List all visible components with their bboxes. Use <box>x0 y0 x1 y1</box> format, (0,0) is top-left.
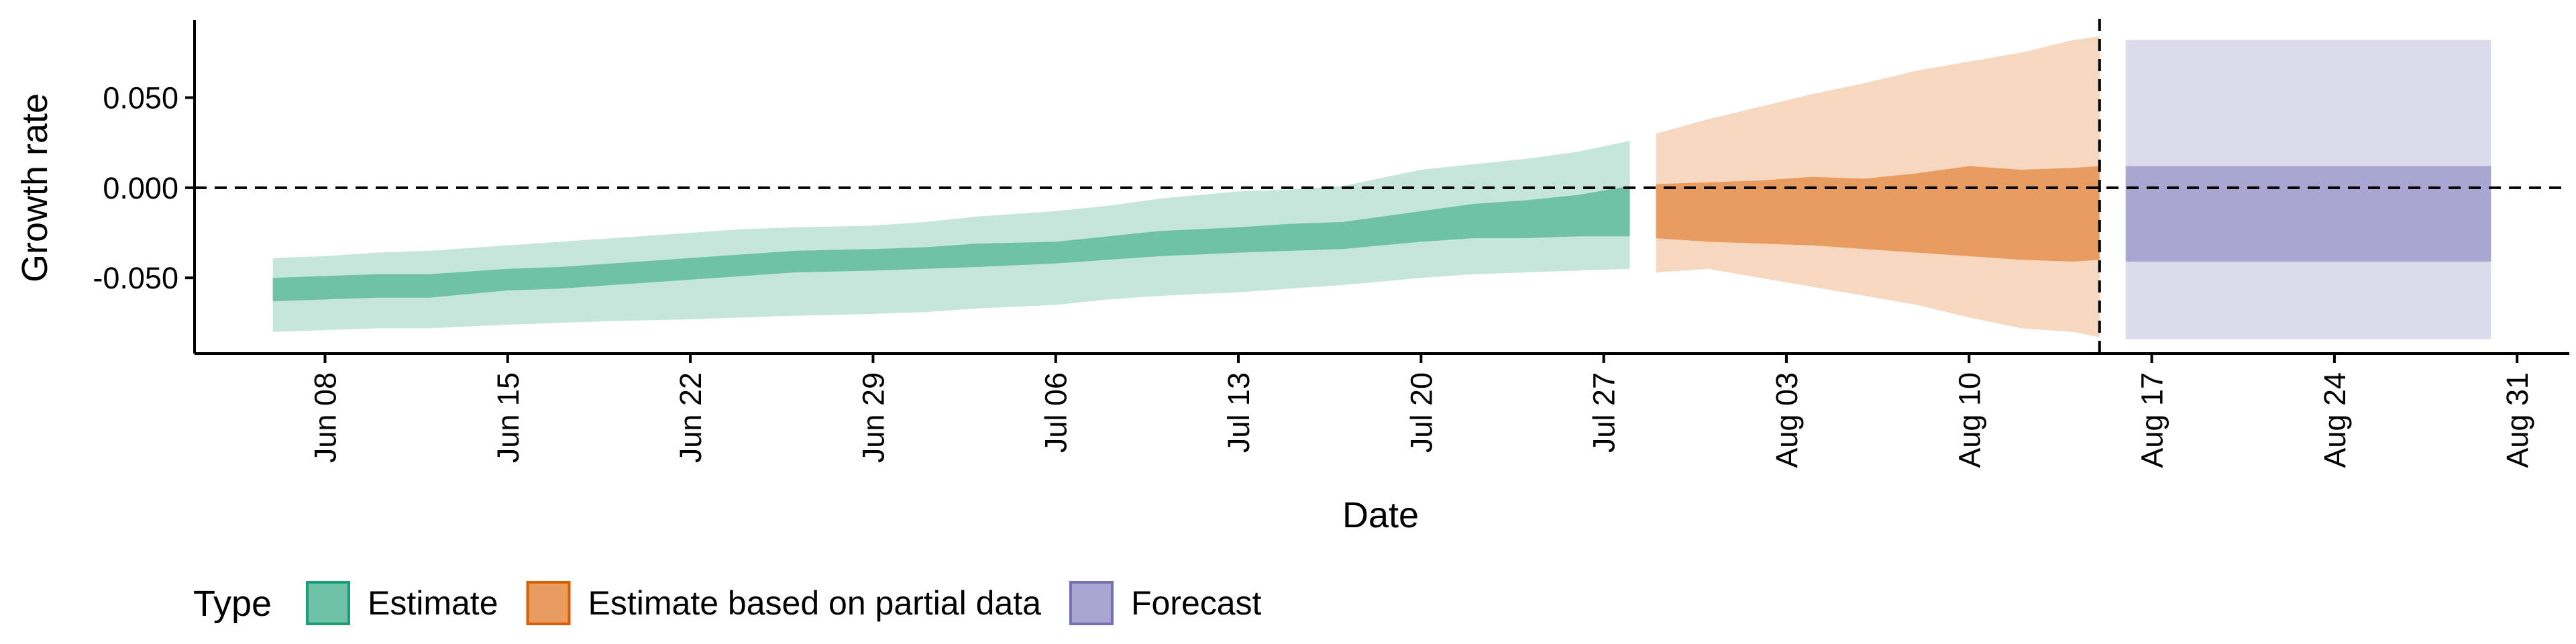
legend-swatch-estimate-based-on-partial-data <box>526 581 571 625</box>
x-tick-label: Aug 31 <box>2500 372 2534 468</box>
x-axis-title: Date <box>1342 495 1419 535</box>
band-layer <box>272 36 2491 339</box>
x-tick-label: Jun 15 <box>491 372 525 463</box>
band-50-forecast <box>2125 166 2491 262</box>
x-tick-label: Jul 20 <box>1404 372 1438 453</box>
band-50-estimate <box>272 186 1630 302</box>
reference-line-layer <box>195 19 2569 354</box>
axes-layer: 0.050 0.000 -0.050 Jun 08 Jun 15 Jun 22 Jun 29… <box>93 20 2569 468</box>
legend-label-estimate: Estimate <box>368 584 498 622</box>
x-tick-label: Jun 29 <box>856 372 890 463</box>
y-axis-title: Growth rate <box>15 93 55 282</box>
x-tick-label: Aug 17 <box>2135 372 2169 468</box>
legend-swatch-forecast <box>1069 581 1114 625</box>
legend: Estimate Estimate based on partial data Fo… <box>306 581 1262 625</box>
legend-label-estimate-based-on-partial-data: Estimate based on partial data <box>588 584 1042 622</box>
band-50-estimate-based-on-partial-data <box>1656 166 2100 262</box>
x-tick-label: Aug 24 <box>2318 372 2352 468</box>
x-tick-label: Jun 08 <box>309 372 343 463</box>
x-tick-label: Jul 13 <box>1222 372 1256 453</box>
x-tick-label: Aug 10 <box>1952 372 1986 468</box>
y-tick-label: -0.050 <box>93 261 178 295</box>
y-tick-label: 0.050 <box>103 81 178 115</box>
x-tick-label: Jul 27 <box>1587 372 1621 453</box>
x-tick-label: Aug 03 <box>1770 372 1804 468</box>
y-tick-label: 0.000 <box>103 171 178 205</box>
x-tick-label: Jul 06 <box>1039 372 1073 453</box>
legend-label-forecast: Forecast <box>1131 584 1262 622</box>
x-tick-label: Jun 22 <box>674 372 708 463</box>
legend-swatch-estimate <box>306 581 350 625</box>
legend-title: Type <box>193 584 272 624</box>
